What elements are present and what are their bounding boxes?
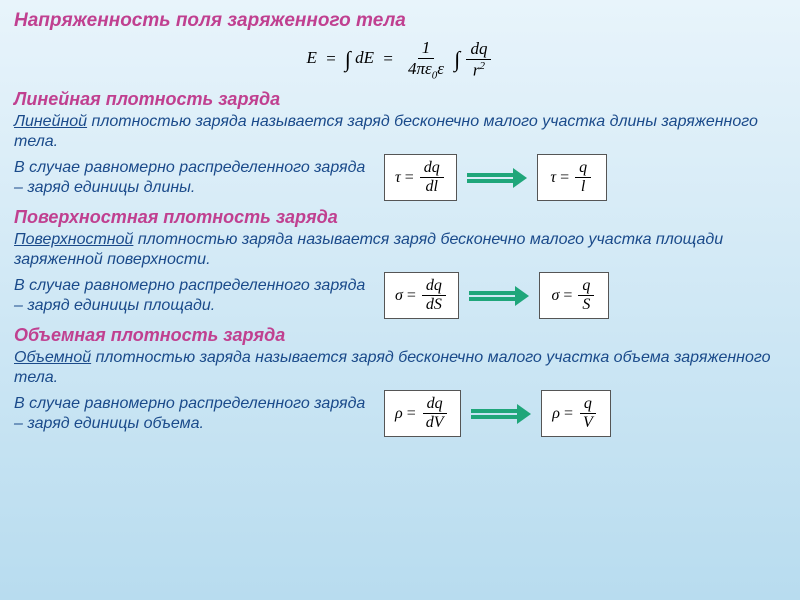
f1-lhs: τ bbox=[395, 169, 401, 187]
f1v-num: dq bbox=[423, 395, 447, 414]
f1s-num: dq bbox=[422, 277, 446, 296]
underlined-surface: Поверхностной bbox=[14, 231, 133, 248]
arrow-icon bbox=[467, 170, 527, 186]
coef-num: 1 bbox=[418, 38, 435, 59]
f2v-den: V bbox=[579, 414, 597, 432]
f2-lhs: τ bbox=[550, 169, 556, 187]
row-volume: В случае равномерно распределенного заря… bbox=[14, 390, 786, 437]
formula-lhs: E bbox=[307, 48, 317, 67]
subtext-volume: В случае равномерно распределенного заря… bbox=[14, 394, 374, 434]
section-text-volume: Объемной плотностью заряда называется за… bbox=[14, 348, 786, 388]
subtext-linear: В случае равномерно распределенного заря… bbox=[14, 158, 374, 198]
int2-sup: 2 bbox=[480, 60, 486, 72]
underlined-volume: Объемной bbox=[14, 349, 91, 366]
section-text-surface: Поверхностной плотностью заряда называет… bbox=[14, 230, 786, 270]
f2v-num: q bbox=[580, 395, 596, 414]
row-linear: В случае равномерно распределенного заря… bbox=[14, 154, 786, 201]
int2-num: dq bbox=[466, 39, 491, 60]
after-underline-volume: плотностью заряда называется заряд беско… bbox=[14, 349, 770, 386]
formula-int1: dE bbox=[355, 48, 374, 67]
formula-box-linear-1: τ= dqdl bbox=[384, 154, 457, 201]
coef-den-b: ε bbox=[437, 59, 444, 78]
f1s-den: dS bbox=[422, 296, 446, 314]
formula-box-surface-2: σ= qS bbox=[539, 272, 609, 319]
page-title: Напряженность поля заряженного тела bbox=[14, 10, 786, 32]
f1s-lhs: σ bbox=[395, 287, 403, 305]
section-heading-volume: Объемная плотность заряда bbox=[14, 325, 786, 346]
coef-den-a: 4πε bbox=[408, 59, 432, 78]
f1v-lhs: ρ bbox=[395, 405, 403, 423]
row-surface: В случае равномерно распределенного заря… bbox=[14, 272, 786, 319]
f2v-lhs: ρ bbox=[552, 405, 560, 423]
f2-num: q bbox=[575, 159, 591, 178]
section-text-linear: Линейной плотностью заряда называется за… bbox=[14, 112, 786, 152]
formula-box-volume-1: ρ= dqdV bbox=[384, 390, 461, 437]
arrow-icon bbox=[469, 288, 529, 304]
f1v-den: dV bbox=[422, 414, 448, 432]
formula-box-linear-2: τ= ql bbox=[537, 154, 607, 201]
f2s-den: S bbox=[578, 296, 594, 314]
formula-box-volume-2: ρ= qV bbox=[541, 390, 611, 437]
arrow-icon bbox=[471, 406, 531, 422]
int2-den: r bbox=[473, 61, 480, 80]
formula-box-surface-1: σ= dqdS bbox=[384, 272, 459, 319]
f2s-num: q bbox=[578, 277, 594, 296]
f2-den: l bbox=[577, 178, 589, 196]
f1-den: dl bbox=[422, 178, 442, 196]
section-heading-surface: Поверхностная плотность заряда bbox=[14, 207, 786, 228]
main-formula: E = ∫ dE = 1 4πε0ε ∫ dq r2 bbox=[14, 38, 786, 81]
underlined-linear: Линейной bbox=[14, 113, 87, 130]
f1-num: dq bbox=[420, 159, 444, 178]
after-underline-linear: плотностью заряда называется заряд беско… bbox=[14, 113, 758, 150]
f2s-lhs: σ bbox=[551, 287, 559, 305]
section-heading-linear: Линейная плотность заряда bbox=[14, 89, 786, 110]
subtext-surface: В случае равномерно распределенного заря… bbox=[14, 276, 374, 316]
